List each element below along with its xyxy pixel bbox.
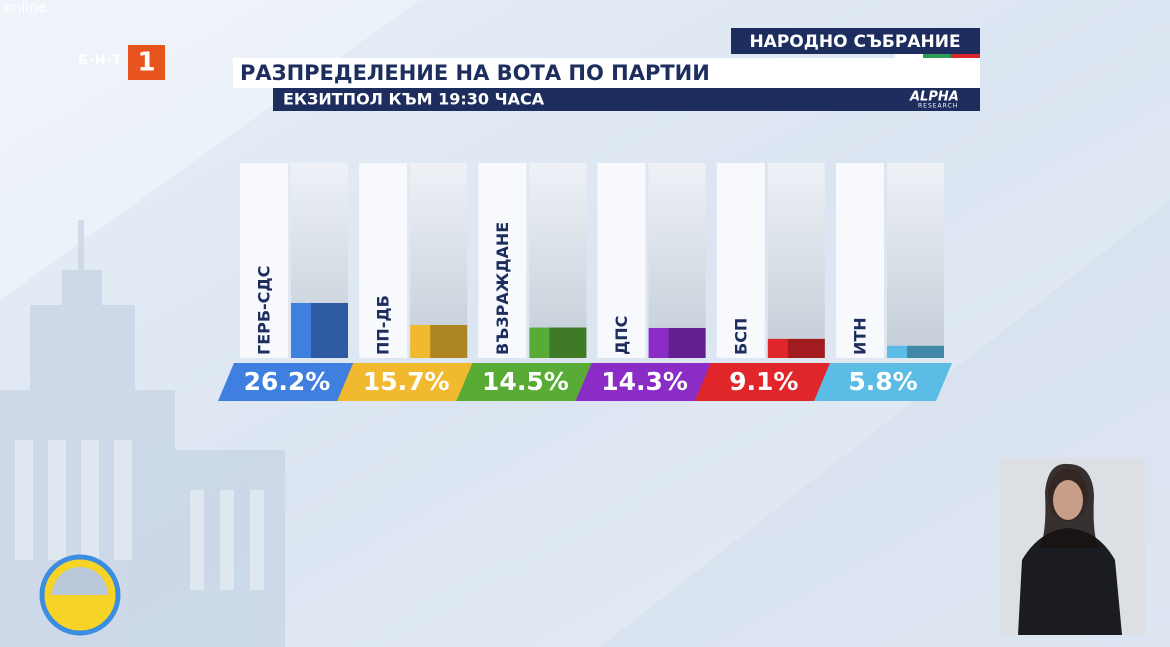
source-logo: ALPHA [909, 90, 959, 105]
label-panel [716, 163, 765, 358]
chart-subtitle: ЕКЗИТПОЛ КЪМ 19:30 ЧАСА [283, 90, 545, 109]
category-label: ВЪЗРАЖДАНЕ [493, 222, 512, 355]
bar-track [529, 163, 587, 358]
value-box [456, 363, 595, 401]
bar [887, 345, 944, 358]
interpreter-face [1053, 480, 1083, 520]
flag-green [923, 54, 951, 58]
category-label: ГЕРБ-СДС [255, 266, 274, 355]
network-logo: Б·Н·Т [78, 54, 123, 69]
bar [410, 325, 468, 358]
category-label: ПП-ДБ [374, 295, 393, 355]
value-box [337, 363, 476, 401]
bar-shade [430, 325, 468, 358]
value-box [575, 363, 714, 401]
category-label: ДПС [612, 316, 631, 355]
label-panel [359, 163, 408, 358]
value-label: 9.1% [729, 367, 798, 396]
flag-red [951, 54, 980, 58]
bar [529, 327, 587, 358]
section-band [731, 28, 980, 54]
bar-track [767, 163, 825, 358]
channel-logo: 1 [137, 48, 155, 78]
value-box [694, 363, 833, 401]
category-label: ИТН [851, 317, 870, 355]
bar-shade [549, 327, 587, 358]
bar [648, 327, 706, 358]
value-box [814, 363, 952, 401]
bar-shade [311, 302, 348, 358]
bar [767, 338, 825, 358]
label-panel [836, 163, 884, 358]
source-logo-sub: RESEARCH [918, 103, 958, 110]
value-label: 14.3% [601, 367, 688, 396]
interpreter-figure [1018, 528, 1122, 635]
corner-text: online [4, 0, 47, 16]
title-band [233, 58, 980, 88]
bar-shade [668, 327, 706, 358]
bar-track [887, 163, 944, 358]
channel-box [128, 45, 165, 80]
building-windows [15, 440, 264, 590]
chart: ГЕРБ-СДС 26.2% ПП-ДБ 15.7% ВЪЗРАЖДАНЕ 14.5% ДП… [218, 163, 952, 401]
chart-title: РАЗПРЕДЕЛЕНИЕ НА ВОТА ПО ПАРТИИ [240, 61, 710, 85]
value-label: 15.7% [363, 367, 450, 396]
value-label: 5.8% [848, 367, 917, 396]
parliament-icon-seats [52, 567, 108, 595]
subtitle-band [273, 88, 980, 111]
value-label: 14.5% [482, 367, 569, 396]
category-label: БСП [731, 318, 750, 355]
label-panel [597, 163, 646, 358]
bar-track [648, 163, 706, 358]
label-panel [240, 163, 288, 358]
bar-shade [907, 345, 944, 358]
label-panel [478, 163, 527, 358]
value-label: 26.2% [244, 367, 331, 396]
flag-white [895, 54, 923, 58]
bar [291, 302, 348, 358]
bar-shade [787, 338, 825, 358]
section-title: НАРОДНО СЪБРАНИЕ [749, 32, 960, 52]
value-box [218, 363, 356, 401]
